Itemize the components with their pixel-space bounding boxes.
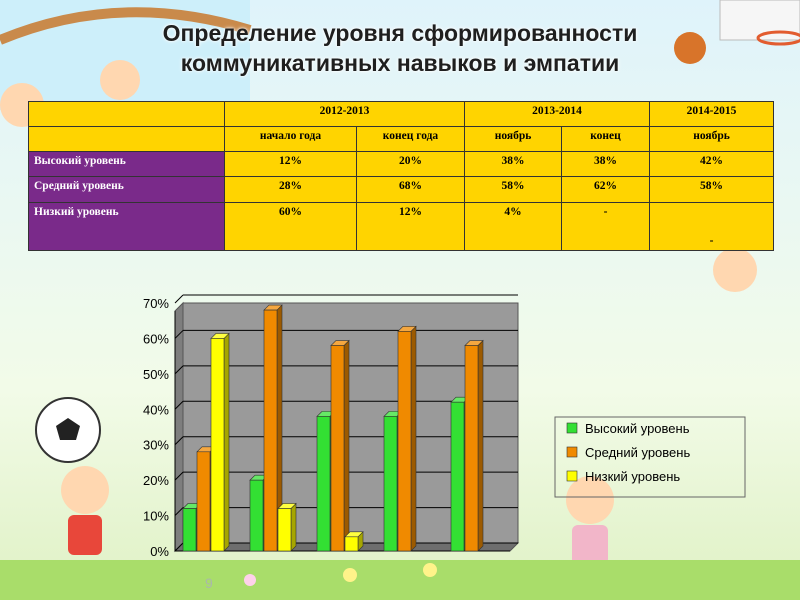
gridline-diagonal (174, 294, 184, 304)
y-tick-label: 70% (143, 296, 169, 311)
table-cell: 38% (561, 151, 650, 178)
table-cell: - (649, 201, 774, 252)
bar-side (343, 339, 350, 552)
period-header: начало года (224, 126, 357, 153)
period-header: ноябрь (649, 126, 774, 153)
table-cell: 60% (224, 201, 357, 252)
legend-swatch (566, 470, 578, 482)
bar (383, 416, 398, 552)
y-tick-label: 30% (143, 438, 169, 453)
table-cell: 12% (224, 151, 357, 178)
row-label-low: Низкий уровень (28, 201, 225, 252)
table-cell: 42% (649, 151, 774, 178)
corner-cell-2 (28, 126, 225, 153)
child-figure-bottom-right (566, 476, 614, 524)
bar (330, 345, 345, 552)
bar-side (410, 325, 417, 552)
table-cell: - (561, 201, 650, 252)
child-figure-bottom-left (61, 466, 109, 514)
bar (397, 331, 412, 552)
gridline-diagonal (174, 400, 184, 410)
period-header: конец года (356, 126, 465, 153)
table-cell: 58% (649, 176, 774, 203)
flower-icon (244, 574, 256, 586)
child-figure-right (713, 248, 757, 292)
period-header: ноябрь (464, 126, 562, 153)
table-cell: 20% (356, 151, 465, 178)
title-line-1: Определение уровня сформированности (162, 20, 638, 46)
bar (316, 416, 331, 552)
row-label-high: Высокий уровень (28, 151, 225, 178)
legend-box (554, 416, 746, 498)
table-cell: 28% (224, 176, 357, 203)
gridline-diagonal (174, 330, 184, 339)
legend-swatch (566, 446, 578, 458)
legend-label: Высокий уровень (585, 421, 690, 436)
flower-icon (343, 568, 357, 582)
legend-label: Средний уровень (585, 445, 690, 460)
gridline-diagonal (174, 542, 184, 552)
year-header: 2012-2013 (224, 100, 465, 128)
year-header: 2013-2014 (464, 100, 650, 128)
table-cell: 68% (356, 176, 465, 203)
bar (344, 536, 359, 552)
child-figure-top (100, 60, 140, 100)
corner-cell (28, 100, 225, 128)
bar (263, 309, 278, 552)
bar (249, 479, 264, 552)
child-dress (572, 525, 608, 565)
gridline-diagonal (174, 436, 184, 446)
bar (210, 338, 225, 552)
title-line-2: коммуникативных навыков и эмпатии (180, 50, 620, 76)
legend-swatch (566, 422, 578, 434)
page-number: 9 (205, 575, 213, 591)
year-header: 2014-2015 (649, 100, 774, 128)
bar (450, 401, 465, 552)
soccer-ball-patch (56, 418, 80, 440)
period-header: конец (561, 126, 650, 153)
grass (0, 560, 800, 600)
window-arch (0, 7, 252, 45)
y-tick-label: 40% (143, 402, 169, 417)
flower-icon (423, 563, 437, 577)
gridline-diagonal (174, 471, 184, 481)
table-cell: 4% (464, 201, 562, 252)
row-label-medium: Средний уровень (28, 176, 225, 203)
table-cell: 38% (464, 151, 562, 178)
y-tick-label: 0% (150, 544, 169, 559)
bar-side (477, 339, 484, 552)
basketball-icon (674, 32, 706, 64)
y-tick-label: 20% (143, 473, 169, 488)
bar (182, 508, 197, 552)
y-tick-label: 50% (143, 367, 169, 382)
bar-side (223, 332, 230, 552)
table-cell: 62% (561, 176, 650, 203)
levels-table: 2012-2013 2013-2014 2014-2015 начало год… (28, 100, 774, 252)
bar (464, 345, 479, 552)
bar-side (290, 502, 297, 552)
legend-label: Низкий уровень (585, 469, 680, 484)
bar (277, 508, 292, 552)
y-tick-label: 60% (143, 331, 169, 346)
y-tick-label: 10% (143, 509, 169, 524)
hoop-ring (756, 30, 800, 46)
gridline-diagonal (174, 365, 184, 375)
bar (196, 451, 211, 552)
page-title: Определение уровня сформированности комм… (70, 18, 730, 78)
gridline-diagonal (174, 507, 184, 516)
child-shirt (68, 515, 102, 555)
